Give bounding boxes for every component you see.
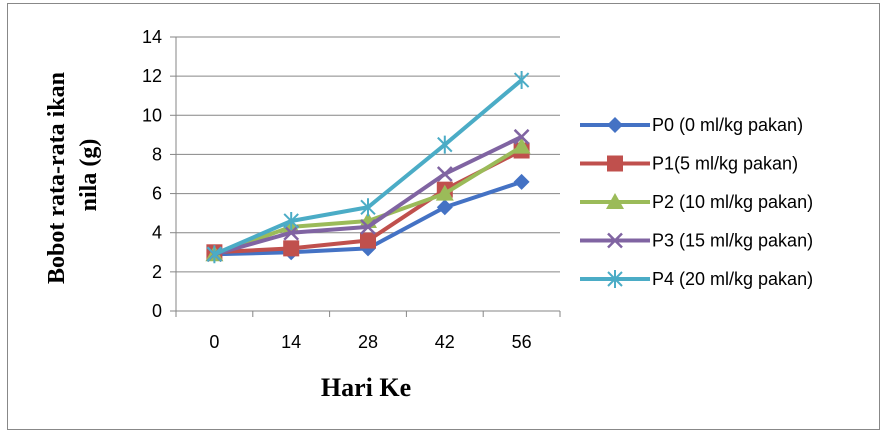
- legend: P0 (0 ml/kg pakan) P1(5 ml/kg pakan) P2 (1…: [580, 115, 813, 289]
- y-tick-label: 12: [142, 66, 162, 86]
- legend-item: P3 (15 ml/kg pakan): [580, 231, 813, 251]
- legend-label: P4 (20 ml/kg pakan): [652, 269, 813, 289]
- legend-item: P4 (20 ml/kg pakan): [580, 269, 813, 289]
- y-axis-label-line2: nila (g): [76, 139, 102, 212]
- x-tick-label: 42: [435, 332, 455, 352]
- legend-label: P2 (10 ml/kg pakan): [652, 192, 813, 212]
- legend-item: P2 (10 ml/kg pakan): [580, 192, 813, 212]
- axes: [170, 36, 561, 317]
- x-tick-label: 28: [358, 332, 378, 352]
- x-tick-labels: 0 14 28 42 56: [209, 332, 531, 352]
- data-point: [283, 211, 299, 230]
- data-point: [435, 184, 454, 201]
- x-tick-label: 0: [209, 332, 219, 352]
- gridlines: [176, 36, 560, 273]
- legend-item: P0 (0 ml/kg pakan): [580, 115, 803, 135]
- legend-marker: [607, 155, 623, 172]
- data-point: [512, 137, 531, 154]
- series-4: [206, 71, 530, 264]
- data-point: [436, 199, 453, 216]
- y-tick-label: 10: [142, 105, 162, 125]
- series-group: [205, 71, 531, 264]
- legend-label: P1(5 ml/kg pakan): [652, 154, 798, 174]
- legend-marker: [607, 232, 623, 249]
- data-point: [206, 245, 223, 264]
- x-tick-label: 56: [512, 332, 532, 352]
- y-tick-label: 2: [152, 262, 162, 282]
- data-point: [360, 218, 376, 235]
- y-axis-label-line1: Bobot rata-rata ikan: [44, 72, 70, 284]
- legend-marker: [606, 193, 624, 209]
- data-point: [437, 135, 453, 154]
- data-point: [360, 198, 376, 217]
- data-point: [283, 240, 300, 257]
- legend-marker: [607, 270, 623, 288]
- y-tick-label: 6: [152, 184, 162, 204]
- y-tick-labels: 0 2 4 6 8 10 12 14: [142, 27, 162, 321]
- legend-label: P0 (0 ml/kg pakan): [652, 115, 803, 135]
- y-axis-label: Bobot rata-rata ikan nila (g): [44, 66, 102, 284]
- data-point: [513, 128, 530, 145]
- y-tick-label: 14: [142, 27, 162, 47]
- chart-frame: [7, 3, 880, 430]
- y-tick-label: 0: [152, 301, 162, 321]
- x-tick-label: 14: [281, 332, 301, 352]
- data-point: [513, 71, 530, 90]
- y-tick-label: 4: [152, 223, 162, 243]
- data-point: [436, 166, 453, 182]
- data-point: [360, 232, 376, 249]
- legend-item: P1(5 ml/kg pakan): [580, 154, 798, 174]
- legend-label: P3 (15 ml/kg pakan): [652, 231, 813, 251]
- data-point: [513, 173, 530, 190]
- legend-marker: [607, 117, 623, 133]
- x-axis-label: Hari Ke: [321, 373, 411, 402]
- y-tick-label: 8: [152, 144, 162, 164]
- data-point: [283, 224, 300, 241]
